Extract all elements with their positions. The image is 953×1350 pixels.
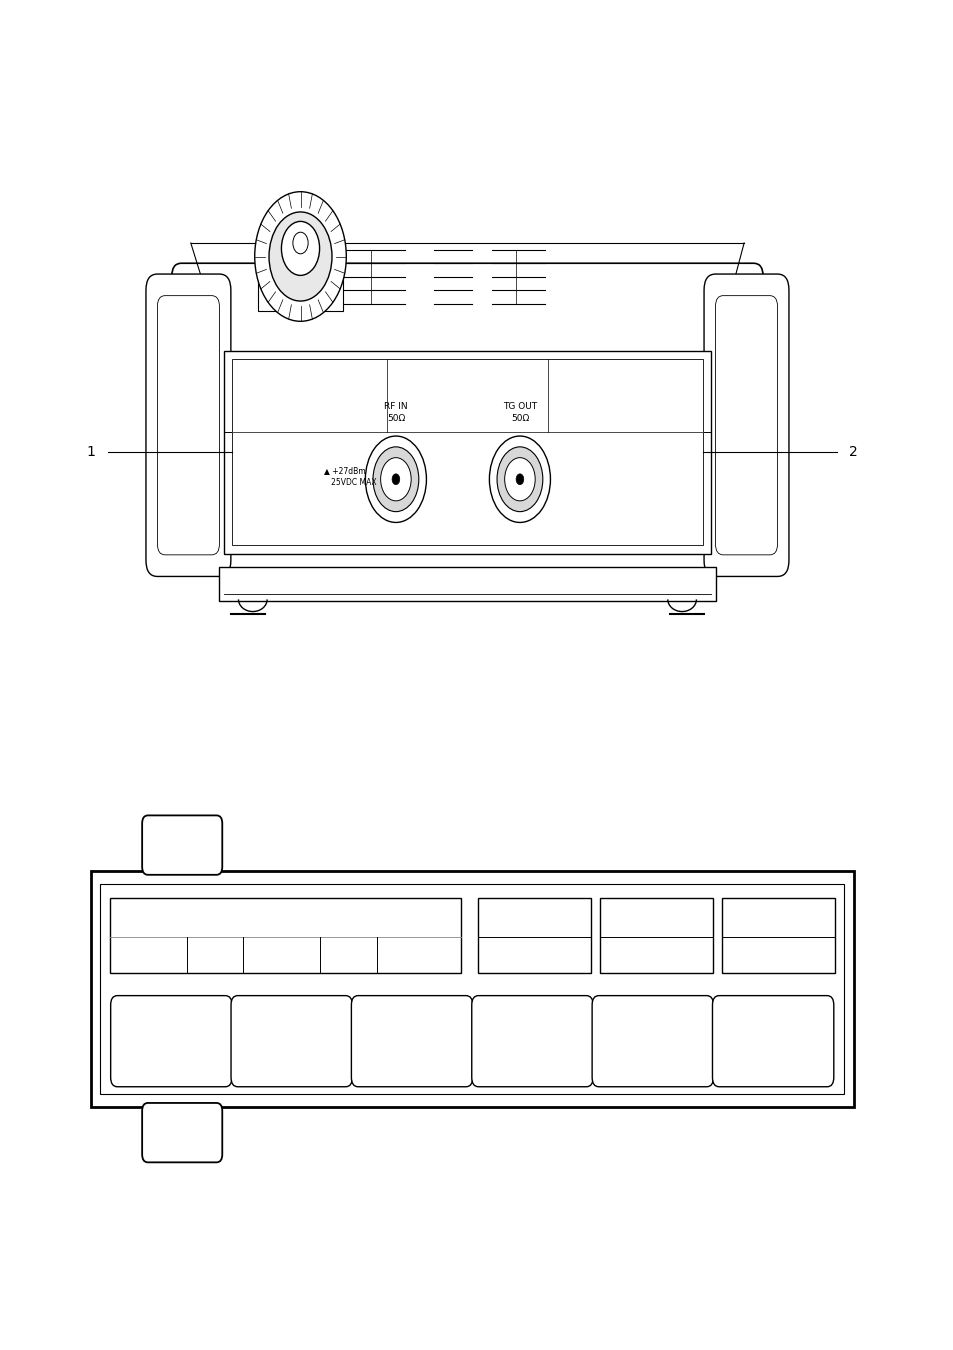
- Text: ▲ +27dBm
   25VDC MAX: ▲ +27dBm 25VDC MAX: [324, 466, 376, 487]
- FancyBboxPatch shape: [471, 996, 593, 1087]
- FancyBboxPatch shape: [111, 996, 232, 1087]
- Text: RF IN
50Ω: RF IN 50Ω: [384, 402, 407, 423]
- FancyBboxPatch shape: [157, 296, 219, 555]
- Bar: [257, 256, 343, 310]
- Bar: [91, 871, 853, 1107]
- Bar: [224, 351, 710, 554]
- FancyBboxPatch shape: [146, 274, 231, 576]
- Circle shape: [392, 474, 399, 485]
- Circle shape: [281, 221, 319, 275]
- Circle shape: [293, 232, 308, 254]
- FancyBboxPatch shape: [172, 263, 762, 574]
- Circle shape: [269, 212, 332, 301]
- Circle shape: [497, 447, 542, 512]
- Circle shape: [504, 458, 535, 501]
- Bar: [110, 898, 460, 972]
- Bar: [477, 898, 590, 972]
- Circle shape: [373, 447, 418, 512]
- FancyBboxPatch shape: [715, 296, 777, 555]
- FancyBboxPatch shape: [712, 996, 833, 1087]
- Bar: [219, 567, 715, 601]
- Text: TG OUT
50Ω: TG OUT 50Ω: [502, 402, 537, 423]
- FancyBboxPatch shape: [142, 815, 222, 875]
- FancyBboxPatch shape: [231, 996, 352, 1087]
- Text: 2: 2: [848, 446, 858, 459]
- FancyBboxPatch shape: [142, 1103, 222, 1162]
- Bar: [721, 898, 834, 972]
- Bar: [232, 359, 702, 545]
- FancyBboxPatch shape: [592, 996, 713, 1087]
- Circle shape: [489, 436, 550, 522]
- Text: 1: 1: [86, 446, 95, 459]
- Circle shape: [380, 458, 411, 501]
- FancyBboxPatch shape: [351, 996, 473, 1087]
- Circle shape: [516, 474, 523, 485]
- FancyBboxPatch shape: [703, 274, 788, 576]
- Bar: [599, 898, 712, 972]
- Circle shape: [254, 192, 346, 321]
- Bar: [100, 884, 843, 1094]
- Circle shape: [365, 436, 426, 522]
